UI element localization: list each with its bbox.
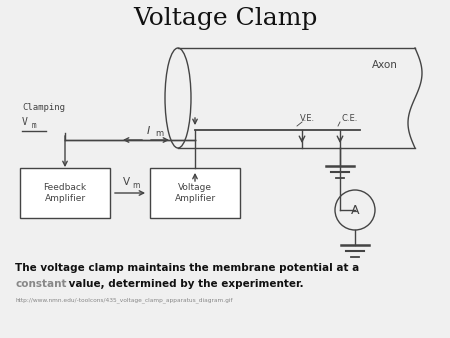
Text: Voltage
Amplifier: Voltage Amplifier — [175, 183, 216, 203]
Text: Clamping: Clamping — [22, 103, 65, 113]
Text: m: m — [132, 181, 140, 190]
Text: I: I — [146, 126, 149, 136]
Text: value, determined by the experimenter.: value, determined by the experimenter. — [65, 279, 304, 289]
Text: Feedback
Amplifier: Feedback Amplifier — [44, 183, 86, 203]
Text: V: V — [22, 117, 28, 127]
Text: http://www.nmn.edu/-toolcons/435_voltage_clamp_apparatus_diagram.gif: http://www.nmn.edu/-toolcons/435_voltage… — [15, 297, 233, 303]
Text: constant: constant — [15, 279, 67, 289]
Text: m: m — [155, 129, 163, 138]
Text: The voltage clamp maintains the membrane potential at a: The voltage clamp maintains the membrane… — [15, 263, 359, 273]
Text: V: V — [122, 177, 130, 187]
Text: Axon: Axon — [372, 60, 398, 70]
Text: C.E.: C.E. — [342, 114, 358, 123]
Bar — [20, 168, 110, 218]
Text: Voltage Clamp: Voltage Clamp — [133, 6, 317, 29]
Text: V.E.: V.E. — [300, 114, 315, 123]
Text: A: A — [351, 203, 359, 217]
Text: m: m — [32, 121, 36, 129]
Bar — [150, 168, 240, 218]
